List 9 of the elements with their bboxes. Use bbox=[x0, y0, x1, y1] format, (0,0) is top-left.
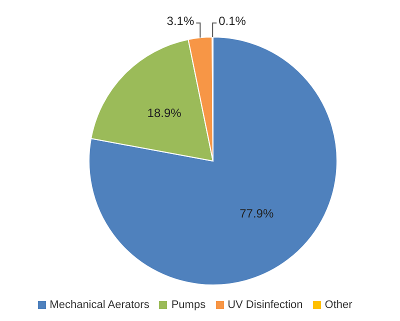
legend-label: UV Disinfection bbox=[228, 299, 303, 311]
data-label: 3.1% bbox=[166, 14, 194, 28]
legend-label: Other bbox=[324, 299, 352, 311]
legend-label: Mechanical Aerators bbox=[50, 299, 150, 311]
data-label: 0.1% bbox=[218, 14, 246, 28]
legend-label: Pumps bbox=[171, 299, 206, 311]
data-label: 77.9% bbox=[240, 206, 274, 220]
data-label: 18.9% bbox=[147, 106, 182, 120]
pie-slice bbox=[88, 36, 338, 286]
